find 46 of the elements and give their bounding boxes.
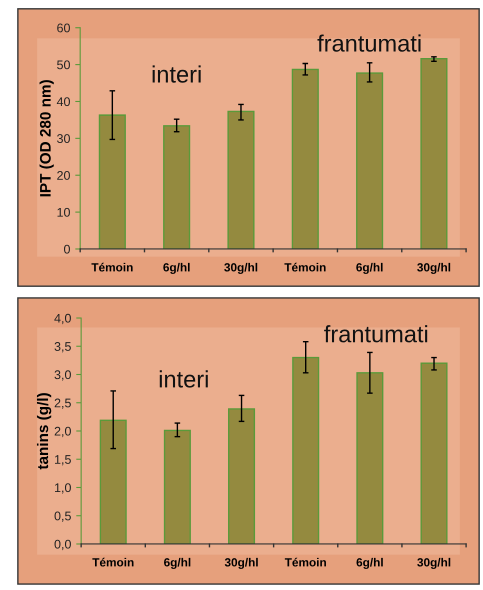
y-tick-label: 4,0 xyxy=(54,314,71,324)
y-tick-label: 2,0 xyxy=(54,426,71,438)
y-tick-label: 10 xyxy=(58,208,70,217)
y-tick-label: 40 xyxy=(56,97,70,106)
y-tick-label: 1,0 xyxy=(55,483,71,494)
x-tick-label: 6g/hl xyxy=(356,262,383,274)
y-tick-label: 0 xyxy=(64,244,70,254)
y-tick-label: 0,5 xyxy=(54,512,71,522)
y-tick-label: 1,5 xyxy=(55,455,71,466)
x-tick-label: 30g/hl xyxy=(417,558,450,569)
y-tick-label: 30 xyxy=(57,134,70,144)
x-tick-label: 6g/hl xyxy=(163,262,190,274)
x-tick-label: Témoin xyxy=(92,558,134,567)
x-tick-label: 30g/hl xyxy=(417,262,450,274)
bar xyxy=(100,420,127,544)
x-tick-label: Témoin xyxy=(284,262,326,272)
bar xyxy=(164,430,191,544)
y-tick-label: 3,5 xyxy=(54,342,71,352)
bar xyxy=(420,58,448,249)
annotation: frantumati xyxy=(324,325,428,342)
y-axis-title: IPT (OD 280 nm) xyxy=(40,80,54,196)
bar xyxy=(98,114,126,249)
x-tick-label: Témoin xyxy=(284,558,326,567)
y-tick-label: 3,0 xyxy=(54,370,71,381)
y-tick-label: 20 xyxy=(57,171,70,180)
bar xyxy=(228,408,256,544)
y-tick-label: 2,5 xyxy=(54,398,71,409)
x-tick-label: 6g/hl xyxy=(356,558,383,569)
bar xyxy=(420,362,448,544)
x-tick-label: 30g/hl xyxy=(224,262,258,274)
bar xyxy=(163,125,190,249)
x-tick-label: 30g/hl xyxy=(224,558,258,569)
annotation: interi xyxy=(152,65,201,83)
y-axis-title: tanins (g/l) xyxy=(36,393,52,470)
y-tick-label: 50 xyxy=(57,60,70,70)
bar xyxy=(292,356,320,544)
annotation: frantumati xyxy=(317,34,421,52)
bar xyxy=(292,68,319,249)
bar xyxy=(356,372,384,544)
bar xyxy=(356,72,384,249)
x-tick-label: 6g/hl xyxy=(164,558,190,569)
annotation: interi xyxy=(160,370,208,388)
bar xyxy=(227,110,255,249)
y-tick-label: 60 xyxy=(57,24,70,32)
y-tick-label: 0,0 xyxy=(54,540,71,550)
x-tick-label: Témoin xyxy=(91,262,133,272)
